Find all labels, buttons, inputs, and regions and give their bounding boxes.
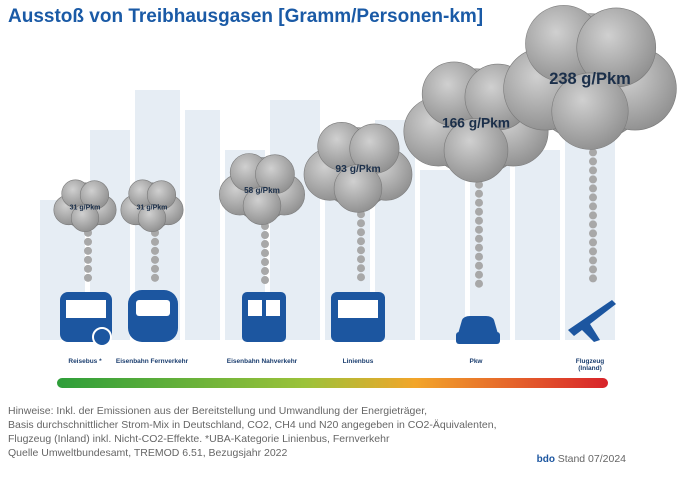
- value-label: 166 g/Pkm: [442, 116, 510, 131]
- smoke-puff: [475, 271, 483, 279]
- smoke-puff: [261, 276, 269, 284]
- smoke-puff: [589, 175, 597, 183]
- logo: bdo: [537, 454, 555, 465]
- smoke-puff: [357, 237, 365, 245]
- smoke-puff: [151, 265, 159, 273]
- category-label: Eisenbahn Fernverkehr: [112, 358, 192, 365]
- value-label: 238 g/Pkm: [549, 70, 631, 88]
- smoke-puff: [261, 249, 269, 257]
- smoke-puff: [84, 274, 92, 282]
- smoke-puff: [589, 274, 597, 282]
- value-label: 58 g/Pkm: [244, 186, 280, 195]
- smoke-puff: [589, 184, 597, 192]
- smoke-puff: [261, 267, 269, 275]
- smoke-puff: [589, 265, 597, 273]
- value-label: 31 g/Pkm: [137, 205, 168, 212]
- smoke-puff: [475, 262, 483, 270]
- smoke-puff: [589, 157, 597, 165]
- smoke-puff: [357, 246, 365, 254]
- smoke-puff: [357, 264, 365, 272]
- smoke-puff: [475, 208, 483, 216]
- category-label: Flugzeug (Inland): [570, 358, 610, 372]
- note-line: Flugzeug (Inland) inkl. Nicht-CO2-Effekt…: [8, 433, 389, 445]
- value-label: 93 g/Pkm: [335, 164, 380, 175]
- smoke-puff: [357, 273, 365, 281]
- note-line: Basis durchschnittlicher Strom-Mix in De…: [8, 419, 497, 431]
- smoke-puff: [589, 220, 597, 228]
- smoke-puff: [84, 265, 92, 273]
- smoke-puff: [475, 190, 483, 198]
- note-line: Quelle Umweltbundesamt, TREMOD 6.51, Bez…: [8, 447, 287, 459]
- note-line: Hinweise: Inkl. der Emissionen aus der B…: [8, 405, 427, 417]
- smoke-puff: [357, 255, 365, 263]
- smoke-puff: [589, 202, 597, 210]
- smoke-puff: [357, 228, 365, 236]
- smoke-puff: [151, 274, 159, 282]
- category-label: Linienbus: [318, 358, 398, 365]
- smoke-puff: [589, 229, 597, 237]
- smoke-puff: [475, 235, 483, 243]
- smoke-puff: [475, 226, 483, 234]
- smoke-puff: [475, 199, 483, 207]
- smoke-puff: [261, 258, 269, 266]
- smoke-puff: [589, 166, 597, 174]
- smoke-puff: [589, 256, 597, 264]
- smoke-puff: [475, 244, 483, 252]
- smoke-puff: [84, 247, 92, 255]
- page: Ausstoß von Treibhausgasen [Gramm/Person…: [0, 0, 679, 479]
- stand: Stand 07/2024: [558, 453, 626, 465]
- smoke-puff: [357, 219, 365, 227]
- smoke-puff: [84, 256, 92, 264]
- scale-bar: [57, 378, 608, 388]
- chart-title: Ausstoß von Treibhausgasen [Gramm/Person…: [8, 6, 483, 27]
- smoke-puff: [589, 238, 597, 246]
- smoke-puff: [589, 193, 597, 201]
- smoke-puff: [151, 256, 159, 264]
- smoke-puff: [261, 231, 269, 239]
- smoke-puff: [151, 247, 159, 255]
- smoke-puff: [589, 247, 597, 255]
- category-label: Eisenbahn Nahverkehr: [222, 358, 302, 365]
- value-label: 31 g/Pkm: [70, 205, 101, 212]
- smoke-puff: [261, 240, 269, 248]
- smoke-puff: [475, 217, 483, 225]
- smoke-puff: [151, 238, 159, 246]
- category-label: Pkw: [436, 358, 516, 365]
- smoke-puff: [589, 211, 597, 219]
- smoke-puff: [475, 253, 483, 261]
- smoke-puff: [84, 238, 92, 246]
- smoke-puff: [475, 280, 483, 288]
